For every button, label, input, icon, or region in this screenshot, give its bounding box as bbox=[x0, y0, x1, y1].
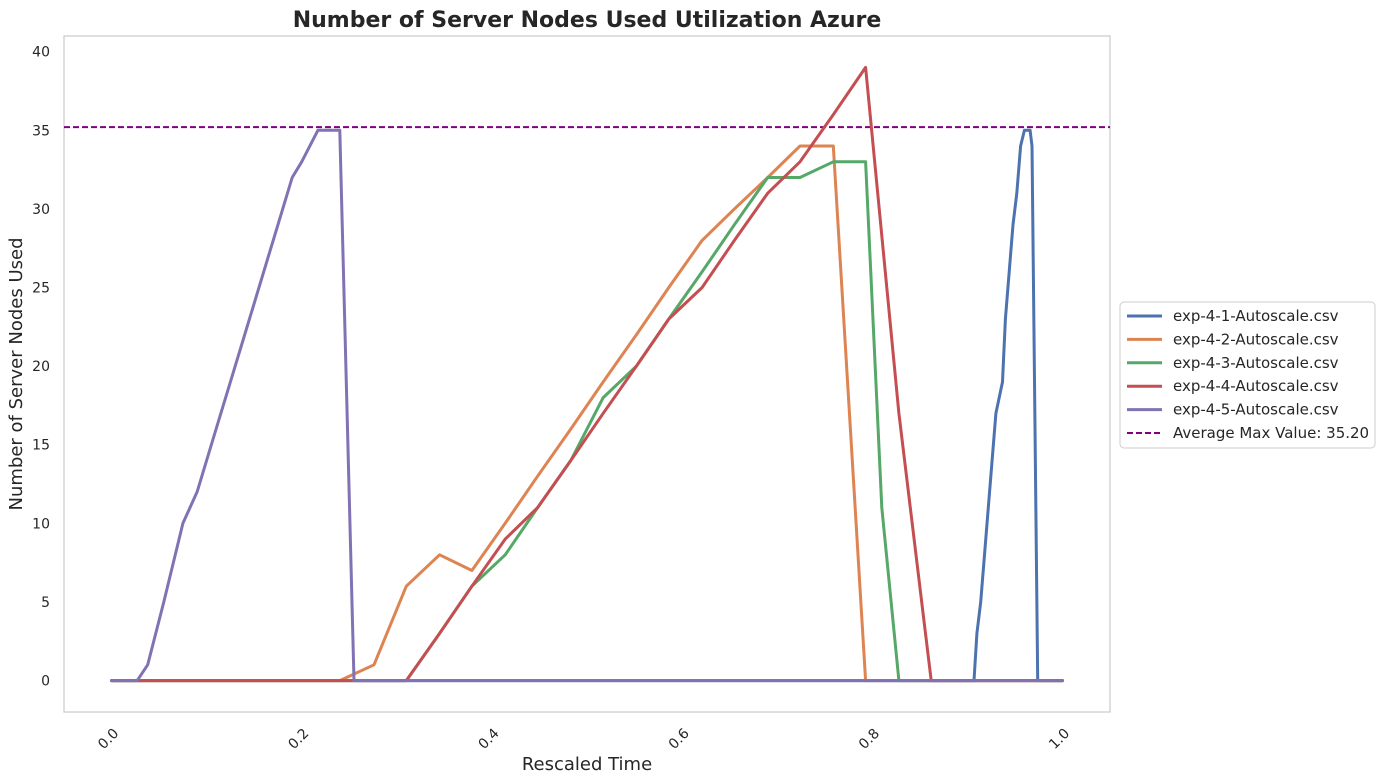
series-line-1 bbox=[110, 128, 1064, 683]
series-line-5 bbox=[110, 128, 1064, 683]
y-tick-label: 0 bbox=[41, 674, 50, 690]
y-tick-label: 25 bbox=[32, 281, 50, 297]
plot-area-frame bbox=[63, 35, 1111, 713]
legend-frame bbox=[1119, 301, 1376, 449]
legend-entry-label: exp-4-5-Autoscale.csv bbox=[1173, 401, 1339, 419]
y-tick-label: 15 bbox=[32, 438, 50, 454]
series-layer bbox=[110, 65, 1064, 683]
legend-entry-label: Average Max Value: 35.20 bbox=[1173, 424, 1369, 442]
series-line-3 bbox=[110, 160, 1064, 683]
series-line-4 bbox=[110, 65, 1064, 683]
y-tick-label: 5 bbox=[41, 595, 50, 611]
y-tick-label: 30 bbox=[32, 202, 50, 218]
x-axis-ticks: 0.0 0.2 0.4 0.6 0.8 1.0 bbox=[95, 726, 1073, 753]
y-axis-label: Number of Server Nodes Used bbox=[6, 238, 27, 511]
y-tick-label: 20 bbox=[32, 359, 50, 375]
x-tick-label: 0.4 bbox=[476, 726, 503, 753]
x-axis-label: Rescaled Time bbox=[522, 754, 652, 775]
series-line-2 bbox=[110, 144, 1064, 683]
x-tick-label: 1.0 bbox=[1046, 726, 1073, 753]
chart-title: Number of Server Nodes Used Utilization … bbox=[293, 8, 882, 33]
y-tick-label: 10 bbox=[32, 516, 50, 532]
x-tick-label: 0.8 bbox=[856, 726, 883, 753]
x-tick-label: 0.0 bbox=[95, 726, 122, 753]
legend: exp-4-1-Autoscale.csv exp-4-2-Autoscale.c… bbox=[1119, 301, 1376, 449]
y-axis-ticks: 0 5 10 15 20 25 30 35 40 bbox=[32, 45, 50, 690]
legend-entry-label: exp-4-4-Autoscale.csv bbox=[1173, 377, 1339, 395]
y-tick-label: 35 bbox=[32, 123, 50, 139]
legend-entry-label: exp-4-2-Autoscale.csv bbox=[1173, 330, 1339, 348]
legend-entry-label: exp-4-3-Autoscale.csv bbox=[1173, 354, 1339, 372]
y-tick-label: 40 bbox=[32, 45, 50, 61]
legend-entry-label: exp-4-1-Autoscale.csv bbox=[1173, 307, 1339, 325]
x-tick-label: 0.2 bbox=[285, 726, 312, 753]
x-tick-label: 0.6 bbox=[666, 726, 693, 753]
